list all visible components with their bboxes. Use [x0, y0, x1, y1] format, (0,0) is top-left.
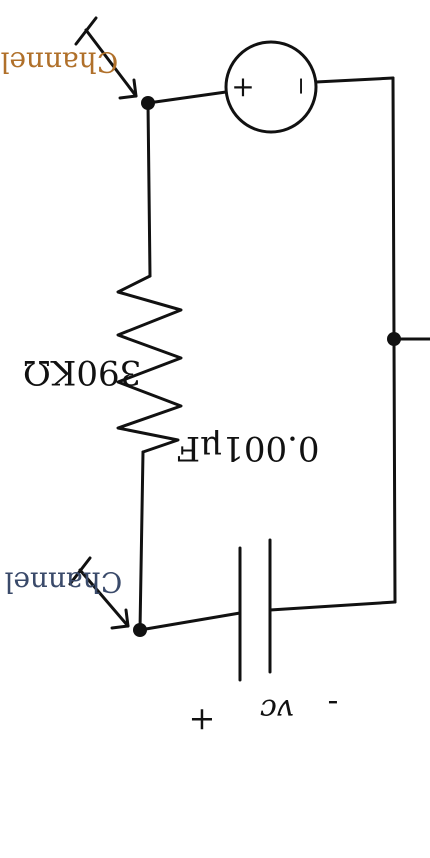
probe-arrow-channel2: [78, 568, 130, 628]
probe-arrow-channel1-head: [118, 78, 138, 100]
vc-plus-sign: +: [189, 702, 216, 740]
wire-bottom-left: [138, 611, 242, 632]
source-plus-sign: +: [231, 70, 254, 103]
source-minus-sign: −: [288, 76, 316, 96]
wire-top-right: [314, 76, 395, 84]
node-channel1: [141, 96, 155, 110]
resistor-zigzag: [116, 274, 183, 454]
vc-label: vc: [260, 692, 294, 727]
wire-top-left: [146, 90, 228, 105]
probe-arrow-channel1-tail: [74, 16, 98, 46]
channel2-label: Channel 2: [0, 566, 122, 599]
probe-arrow-channel2-tail: [68, 556, 92, 586]
channel1-label: Channel 1: [0, 46, 118, 79]
wire-left-upper: [146, 101, 152, 278]
probe-arrow-channel1: [84, 28, 138, 98]
wire-left-lower: [138, 450, 145, 632]
node-junction: [387, 332, 401, 346]
wire-bottom-right: [268, 600, 397, 612]
probe-arrow-channel2-head: [110, 608, 130, 630]
node-channel2: [133, 623, 147, 637]
capacitor-label: 0.001μF: [176, 428, 319, 468]
voltage-source: [224, 40, 318, 134]
resistor-label: 390KΩ: [23, 352, 142, 392]
vc-minus-sign: -: [328, 686, 339, 724]
